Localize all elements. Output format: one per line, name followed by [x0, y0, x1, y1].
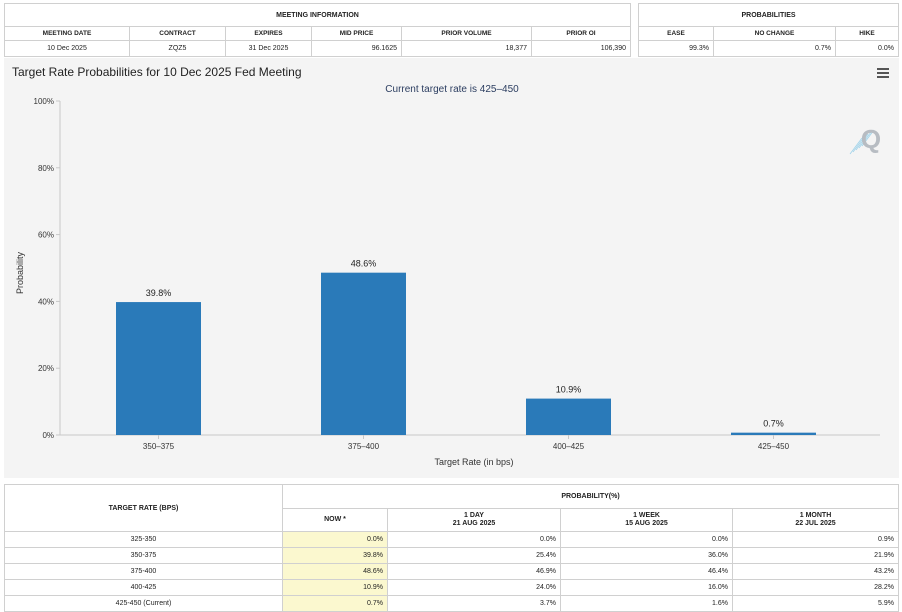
bar — [321, 272, 406, 435]
now-cell: 0.7% — [282, 595, 388, 612]
x-tick-label: 350–375 — [143, 442, 175, 451]
now-cell: 48.6% — [282, 563, 388, 580]
col-no-change: NO CHANGE — [713, 26, 836, 41]
one-month-cell: 28.2% — [732, 579, 899, 596]
watermark-stripe — [861, 129, 875, 147]
x-tick-label: 375–400 — [348, 442, 380, 451]
rate-cell: 325-350 — [4, 531, 283, 548]
one-month-cell: 0.9% — [732, 531, 899, 548]
watermark-stripe — [858, 131, 872, 149]
x-tick-label: 425–450 — [758, 442, 790, 451]
col-1-week: 1 WEEK 15 AUG 2025 — [560, 508, 733, 532]
col-1-week-date: 15 AUG 2025 — [625, 520, 668, 527]
chart-panel: Current target rate is 425–450 0% 20% 40% 60… — [4, 58, 899, 478]
one-day-cell: 25.4% — [387, 547, 561, 564]
y-tick-label: 60% — [38, 231, 54, 240]
col-now: NOW * — [282, 508, 388, 532]
col-meeting-date: MEETING DATE — [4, 26, 130, 41]
rate-cell: 350-375 — [4, 547, 283, 564]
col-ease: EASE — [638, 26, 714, 41]
now-cell: 39.8% — [282, 547, 388, 564]
y-tick-label: 100% — [34, 97, 54, 106]
col-1-month-label: 1 MONTH — [799, 512, 832, 519]
watermark-stripe — [855, 133, 869, 151]
now-cell: 0.0% — [282, 531, 388, 548]
col-1-month: 1 MONTH 22 JUL 2025 — [732, 508, 899, 532]
col-expires: EXPIRES — [225, 26, 312, 41]
rate-cell: 400-425 — [4, 579, 283, 596]
table-row: 350-375 39.8% 25.4% 36.0% 21.9% — [4, 547, 899, 564]
col-prior-volume: PRIOR VOLUME — [401, 26, 532, 41]
expires-value: 31 Dec 2025 — [225, 40, 312, 57]
one-day-cell: 0.0% — [387, 531, 561, 548]
probabilities-header: PROBABILITIES — [638, 3, 899, 27]
y-tick-label: 0% — [42, 431, 54, 440]
no-change-value: 0.7% — [713, 40, 836, 57]
bar-value-label: 48.6% — [351, 259, 377, 269]
chart-subtitle: Current target rate is 425–450 — [385, 84, 519, 95]
one-week-cell: 0.0% — [560, 531, 733, 548]
bar — [116, 302, 201, 435]
col-1-week-label: 1 WEEK — [633, 512, 660, 519]
ease-value: 99.3% — [638, 40, 714, 57]
rate-cell: 375-400 — [4, 563, 283, 580]
probability-header: PROBABILITY(%) — [282, 484, 899, 509]
chart-title: Target Rate Probabilities for 10 Dec 202… — [12, 65, 302, 79]
col-1-month-date: 22 JUL 2025 — [795, 520, 836, 527]
one-week-cell: 16.0% — [560, 579, 733, 596]
probabilities-table: PROBABILITIES EASE NO CHANGE HIKE 99.3% … — [638, 3, 899, 57]
col-contract: CONTRACT — [129, 26, 226, 41]
col-hike: HIKE — [835, 26, 899, 41]
watermark-q-icon: Q — [861, 124, 881, 154]
col-now-label: NOW * — [324, 516, 346, 523]
target-rate-header: TARGET RATE (BPS) — [4, 484, 283, 532]
y-tick-label: 40% — [38, 297, 54, 306]
one-month-cell: 21.9% — [732, 547, 899, 564]
one-week-cell: 36.0% — [560, 547, 733, 564]
bar-value-label: 0.7% — [763, 419, 784, 429]
one-day-cell: 24.0% — [387, 579, 561, 596]
col-1-day-date: 21 AUG 2025 — [452, 520, 496, 527]
meeting-date-value: 10 Dec 2025 — [4, 40, 130, 57]
one-day-cell: 46.9% — [387, 563, 561, 580]
prior-oi-value: 106,390 — [531, 40, 631, 57]
now-cell: 10.9% — [282, 579, 388, 596]
y-tick-label: 20% — [38, 364, 54, 373]
meeting-information-header: MEETING INFORMATION — [4, 3, 631, 27]
bar-chart: Current target rate is 425–450 0% 20% 40% 60… — [15, 84, 881, 467]
bar — [526, 398, 611, 435]
col-1-day: 1 DAY 21 AUG 2025 — [387, 508, 561, 532]
table-row: 325-350 0.0% 0.0% 0.0% 0.9% — [4, 531, 899, 548]
meeting-information-table: MEETING INFORMATION MEETING DATE CONTRAC… — [4, 3, 631, 57]
y-tick-label: 80% — [38, 164, 54, 173]
bar-value-label: 10.9% — [556, 385, 582, 395]
col-mid-price: MID PRICE — [311, 26, 402, 41]
col-1-day-label: 1 DAY — [464, 512, 484, 519]
x-tick-label: 400–425 — [553, 442, 585, 451]
probability-history-table: TARGET RATE (BPS) PROBABILITY(%) NOW * 1… — [4, 484, 899, 612]
one-week-cell: 46.4% — [560, 563, 733, 580]
bar — [731, 432, 816, 435]
mid-price-value: 96.1625 — [311, 40, 402, 57]
bar-value-label: 39.8% — [146, 288, 172, 298]
watermark-stripe — [852, 135, 866, 153]
contract-value: ZQZ5 — [129, 40, 226, 57]
chart-menu-icon[interactable] — [877, 68, 889, 78]
col-prior-oi: PRIOR OI — [531, 26, 631, 41]
x-axis-label: Target Rate (in bps) — [434, 457, 513, 467]
table-row: 425-450 (Current) 0.7% 3.7% 1.6% 5.9% — [4, 595, 899, 612]
table-row: 375-400 48.6% 46.9% 46.4% 43.2% — [4, 563, 899, 580]
one-day-cell: 3.7% — [387, 595, 561, 612]
table-row: 400-425 10.9% 24.0% 16.0% 28.2% — [4, 579, 899, 596]
y-axis-label: Probability — [15, 251, 25, 294]
one-month-cell: 43.2% — [732, 563, 899, 580]
one-week-cell: 1.6% — [560, 595, 733, 612]
one-month-cell: 5.9% — [732, 595, 899, 612]
rate-cell: 425-450 (Current) — [4, 595, 283, 612]
watermark-stripe — [849, 137, 863, 155]
prior-volume-value: 18,377 — [401, 40, 532, 57]
hike-value: 0.0% — [835, 40, 899, 57]
